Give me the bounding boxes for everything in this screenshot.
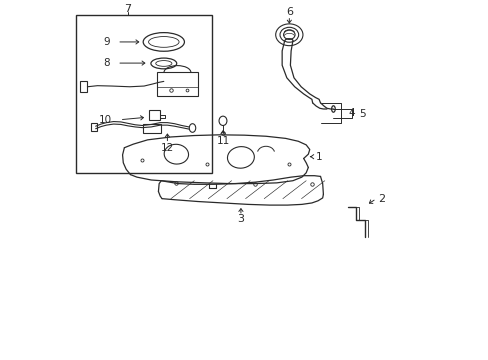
Text: 2: 2 <box>377 194 384 204</box>
Text: 7: 7 <box>124 4 131 14</box>
Text: 5: 5 <box>359 109 365 119</box>
Bar <box>143 125 160 134</box>
Bar <box>80 81 87 92</box>
Text: 11: 11 <box>216 136 229 146</box>
Text: 1: 1 <box>315 152 322 162</box>
Bar <box>149 110 159 120</box>
Text: 12: 12 <box>161 143 174 153</box>
Text: 10: 10 <box>99 115 112 125</box>
Text: 6: 6 <box>285 7 292 17</box>
Bar <box>76 15 212 173</box>
Bar <box>156 72 198 96</box>
Text: 8: 8 <box>103 58 109 68</box>
Bar <box>91 123 97 131</box>
Text: 3: 3 <box>237 215 244 224</box>
Text: 9: 9 <box>103 37 109 47</box>
Text: 4: 4 <box>348 108 354 118</box>
